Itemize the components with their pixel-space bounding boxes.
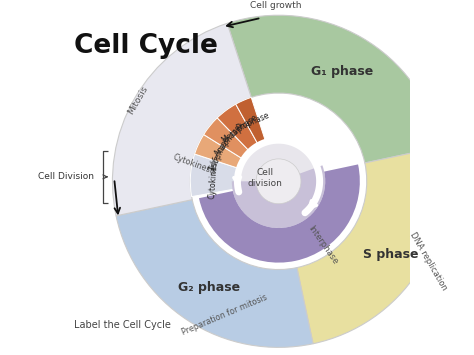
Text: Anaphase: Anaphase — [213, 123, 244, 158]
Text: S phase: S phase — [363, 248, 419, 261]
Text: Cytokinesis: Cytokinesis — [208, 154, 220, 199]
Text: G₁ phase: G₁ phase — [311, 65, 373, 78]
Text: Mitosis: Mitosis — [126, 84, 149, 116]
Wedge shape — [236, 97, 266, 145]
Text: Label the Cell Cycle: Label the Cell Cycle — [74, 320, 171, 330]
Text: G₂ phase: G₂ phase — [178, 282, 240, 294]
Wedge shape — [237, 142, 279, 190]
Text: Cytokinesis: Cytokinesis — [172, 153, 218, 177]
Wedge shape — [199, 164, 360, 263]
Wedge shape — [217, 104, 258, 152]
Wedge shape — [227, 15, 441, 163]
Wedge shape — [297, 147, 445, 344]
Wedge shape — [112, 23, 251, 216]
Wedge shape — [232, 165, 325, 228]
Circle shape — [237, 140, 320, 223]
Text: Cell Division: Cell Division — [38, 172, 94, 181]
Text: Cell
division: Cell division — [247, 168, 282, 187]
Wedge shape — [190, 154, 239, 197]
Text: Cell Cycle: Cell Cycle — [74, 33, 218, 59]
Circle shape — [256, 159, 301, 204]
Text: Interphase: Interphase — [307, 224, 340, 266]
Text: Preparation for mitosis: Preparation for mitosis — [181, 293, 268, 337]
Wedge shape — [204, 118, 250, 159]
Wedge shape — [116, 200, 313, 348]
Text: Metaphase: Metaphase — [220, 113, 260, 145]
Wedge shape — [195, 135, 243, 169]
Text: Cell growth: Cell growth — [250, 1, 301, 10]
Text: Telophase: Telophase — [208, 135, 232, 173]
Text: DNA replication: DNA replication — [408, 230, 448, 292]
Text: Prophase: Prophase — [235, 111, 271, 133]
